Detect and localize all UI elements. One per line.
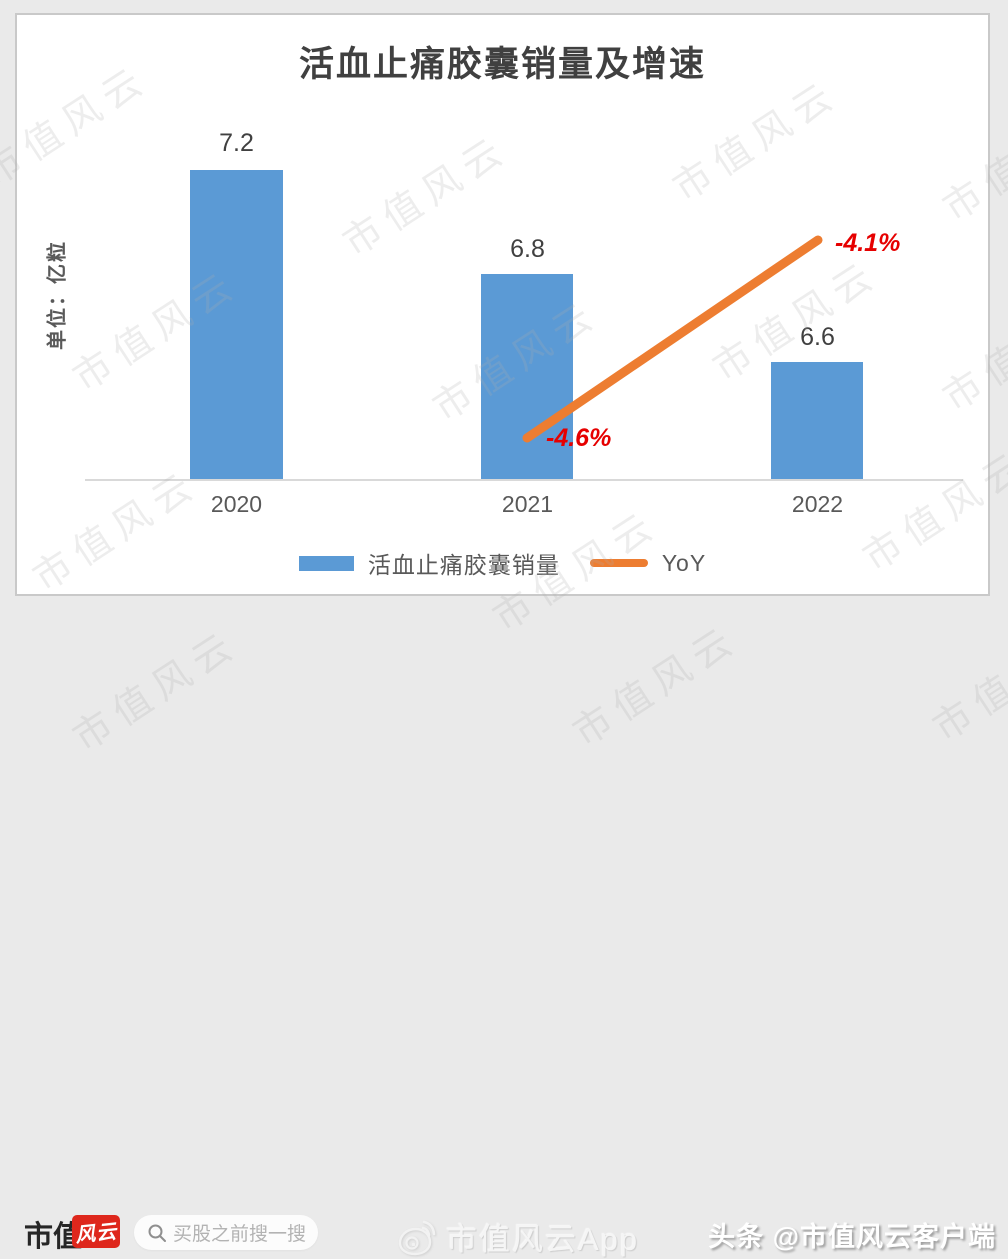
app-watermark-text: 市值风云App xyxy=(446,1222,640,1257)
chart-title: 活血止痛胶囊销量及增速 xyxy=(298,45,706,84)
search-icon xyxy=(148,1224,166,1242)
legend-line-swatch xyxy=(589,559,648,567)
brand-logo-text: 风云 xyxy=(74,1220,119,1248)
search-placeholder: 买股之前搜一搜 xyxy=(173,1224,307,1245)
brand-logo: 风云 xyxy=(72,1215,120,1248)
legend-line-label: YoY xyxy=(661,549,707,576)
bar-value-2022: 6.6 xyxy=(800,323,835,351)
legend-bar-swatch xyxy=(298,555,354,571)
weibo-icon xyxy=(398,1220,436,1255)
x-tick-2021: 2021 xyxy=(501,491,554,517)
bar-value-2020: 7.2 xyxy=(219,129,254,157)
x-axis-line xyxy=(85,479,963,481)
y-axis-label: 单位：亿粒 xyxy=(46,240,69,350)
search-box[interactable]: 买股之前搜一搜 xyxy=(134,1215,318,1250)
bar-2022 xyxy=(771,362,863,480)
bar-2020 xyxy=(190,170,283,480)
x-tick-2020: 2020 xyxy=(210,491,263,517)
yoy-label-2021: -4.6% xyxy=(546,424,612,452)
yoy-label-2022: -4.1% xyxy=(835,229,901,257)
legend-bar-label: 活血止痛胶囊销量 xyxy=(367,552,560,578)
app-watermark: 市值风云App xyxy=(396,1214,639,1259)
page: 活血止痛胶囊销量及增速 单位：亿粒 7.2 6.8 6.6 2020 2021 … xyxy=(0,13,1008,1257)
x-tick-2022: 2022 xyxy=(791,491,844,517)
footer-bar: 市值 风云 买股之前搜一搜 市值风云App 头条 @市值风云客户端 xyxy=(0,596,1008,1257)
toutiao-handle: 头条 @市值风云客户端 xyxy=(708,1222,996,1252)
bar-value-2021: 6.8 xyxy=(510,235,545,263)
chart-legend: 活血止痛胶囊销量 YoY xyxy=(15,546,990,580)
